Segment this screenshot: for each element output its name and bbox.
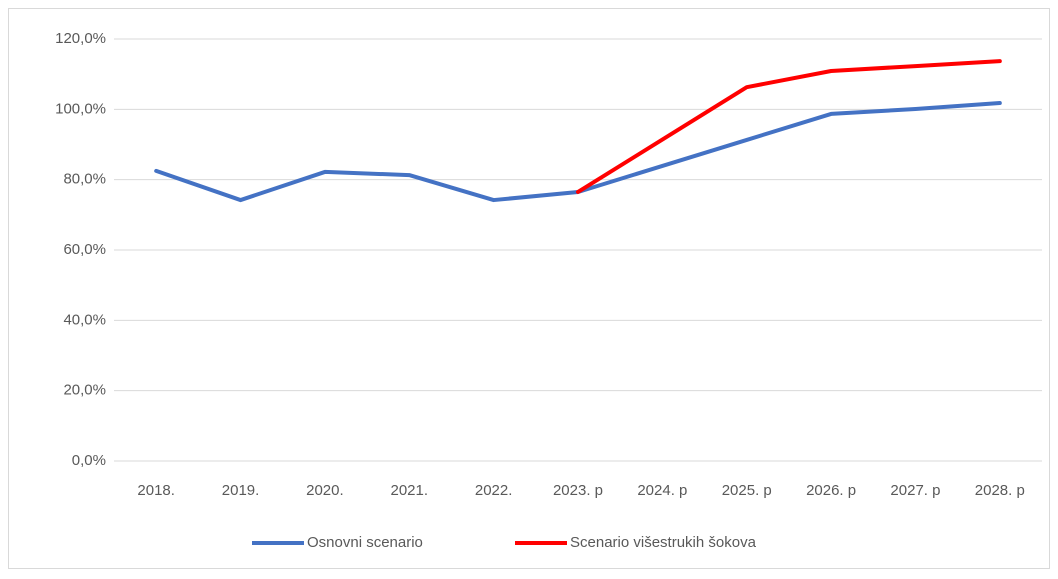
x-tick-label: 2023. p xyxy=(553,482,603,499)
x-tick-label: 2020. xyxy=(306,482,344,499)
x-tick-label: 2018. xyxy=(137,482,175,499)
y-tick-label: 120,0% xyxy=(55,30,106,47)
x-tick-label: 2027. p xyxy=(890,482,940,499)
x-tick-label: 2024. p xyxy=(637,482,687,499)
y-tick-label: 20,0% xyxy=(63,382,106,399)
y-tick-label: 40,0% xyxy=(63,311,106,328)
x-tick-label: 2019. xyxy=(222,482,260,499)
x-tick-label: 2026. p xyxy=(806,482,856,499)
x-tick-label: 2021. xyxy=(390,482,428,499)
chart-border xyxy=(8,8,1050,569)
y-tick-label: 100,0% xyxy=(55,100,106,117)
legend-label: Osnovni scenario xyxy=(307,534,423,551)
series-line xyxy=(576,59,1002,194)
x-tick-label: 2028. p xyxy=(975,482,1025,499)
y-tick-label: 0,0% xyxy=(72,452,106,469)
x-tick-label: 2025. p xyxy=(722,482,772,499)
x-tick-label: 2022. xyxy=(475,482,513,499)
y-tick-label: 80,0% xyxy=(63,171,106,188)
legend-label: Scenario višestrukih šokova xyxy=(570,534,757,551)
y-tick-label: 60,0% xyxy=(63,241,106,258)
